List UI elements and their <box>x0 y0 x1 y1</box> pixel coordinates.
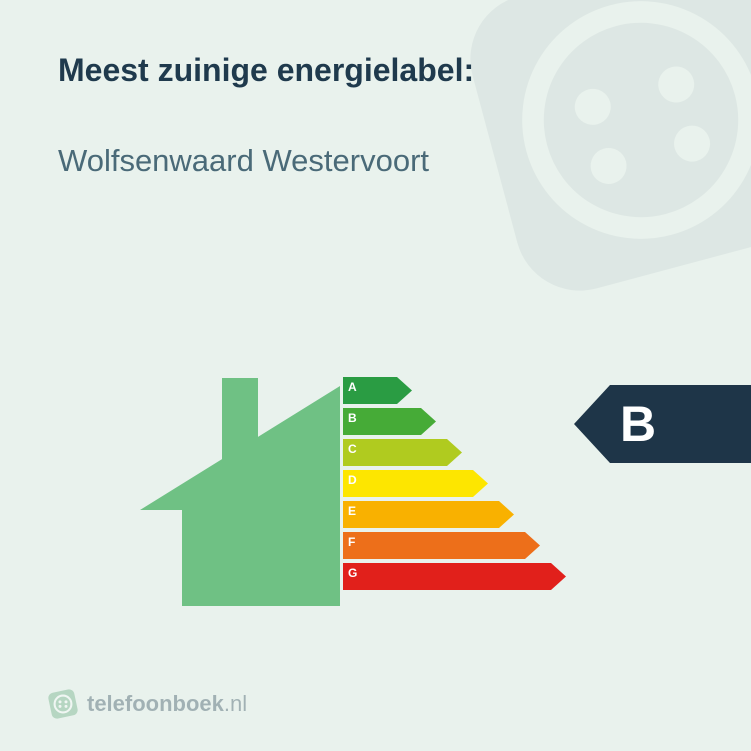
page-title: Meest zuinige energielabel: <box>58 52 693 89</box>
footer-text: telefoonboek.nl <box>87 691 247 717</box>
footer-logo-icon <box>48 689 78 719</box>
bar-letter: A <box>348 380 357 394</box>
footer-brand: telefoonboek.nl <box>48 689 247 719</box>
bar-letter: D <box>348 473 357 487</box>
bar-letter: C <box>348 442 357 456</box>
selected-label-badge: B <box>574 385 751 463</box>
footer-brand-tld: .nl <box>224 691 247 716</box>
footer-brand-name: telefoonboek <box>87 691 224 716</box>
energy-chart: A B C D E F G B <box>140 355 751 615</box>
bar-letter: G <box>348 566 357 580</box>
location-name: Wolfsenwaard Westervoort <box>58 143 693 179</box>
badge-arrow <box>574 385 610 463</box>
house-icon <box>140 370 340 608</box>
bar-letter: B <box>348 411 357 425</box>
bar-letter: F <box>348 535 355 549</box>
bar-letter: E <box>348 504 356 518</box>
badge-letter: B <box>610 385 751 463</box>
